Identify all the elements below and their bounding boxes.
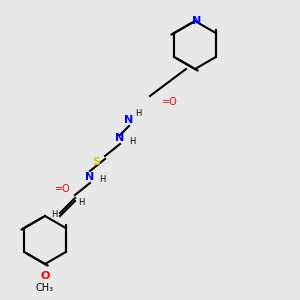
Text: =O: =O (162, 97, 178, 107)
Text: O: O (40, 271, 50, 281)
Text: H: H (129, 136, 135, 146)
Text: H: H (99, 176, 105, 184)
Text: H: H (78, 198, 84, 207)
Text: H: H (135, 110, 141, 118)
Text: CH₃: CH₃ (36, 283, 54, 293)
Text: N: N (85, 172, 94, 182)
Text: N: N (124, 115, 134, 125)
Text: H: H (51, 210, 57, 219)
Text: N: N (116, 133, 124, 143)
Text: =O: =O (55, 184, 71, 194)
Text: N: N (192, 16, 201, 26)
Text: S: S (92, 157, 100, 167)
